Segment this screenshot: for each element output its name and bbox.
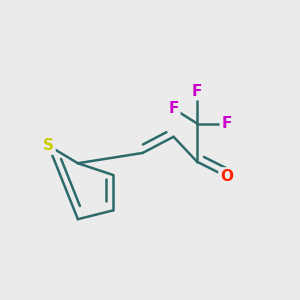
Text: F: F (221, 116, 232, 131)
Text: F: F (192, 84, 202, 99)
Text: O: O (220, 169, 233, 184)
Text: F: F (168, 101, 179, 116)
Text: S: S (43, 138, 54, 153)
